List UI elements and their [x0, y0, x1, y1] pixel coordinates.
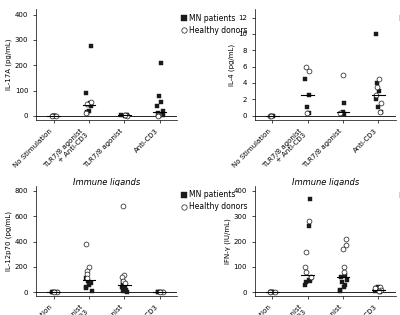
X-axis label: Immune ligands: Immune ligands [73, 178, 140, 187]
Y-axis label: IL-12p70 (pg/mL): IL-12p70 (pg/mL) [6, 211, 12, 271]
Y-axis label: IFN-γ (IU/mL): IFN-γ (IU/mL) [224, 218, 231, 264]
X-axis label: Immune ligands: Immune ligands [292, 178, 359, 187]
Legend: MN patients, Healthy donors: MN patients, Healthy donors [181, 13, 249, 36]
Y-axis label: IL-4 (pg/mL): IL-4 (pg/mL) [229, 43, 236, 86]
Legend: MN patients, Healthy donors: MN patients, Healthy donors [181, 190, 249, 212]
Y-axis label: IL-17A (pg/mL): IL-17A (pg/mL) [6, 39, 12, 90]
